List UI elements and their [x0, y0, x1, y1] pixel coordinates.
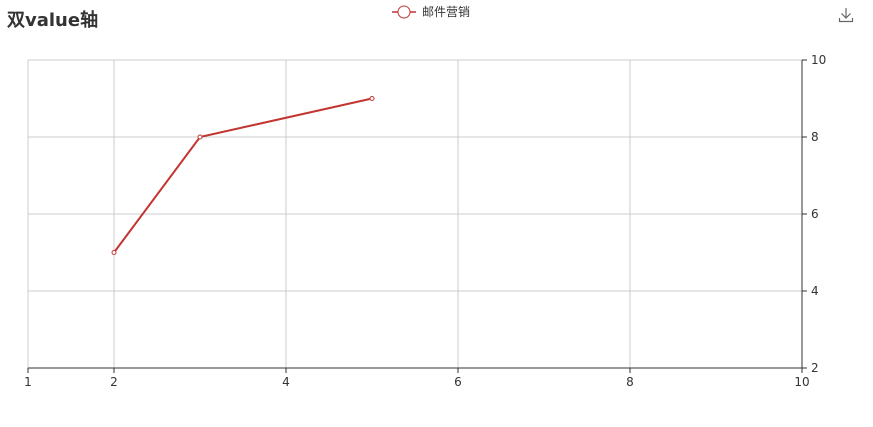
x-tick-label: 2	[110, 375, 118, 389]
x-tick-label: 10	[794, 375, 809, 389]
legend-marker	[397, 5, 411, 19]
data-point	[197, 134, 203, 140]
y-tick-label: 4	[811, 284, 819, 298]
y-tick-label: 10	[811, 53, 826, 67]
legend-label: 邮件营销	[422, 5, 470, 19]
y-tick-label: 2	[811, 361, 819, 375]
x-tick-label: 1	[24, 375, 32, 389]
x-tick-label: 4	[282, 375, 290, 389]
series-line	[113, 97, 373, 254]
data-point	[369, 96, 375, 101]
y-tick-label: 8	[811, 130, 819, 144]
x-tick-label: 6	[454, 375, 462, 389]
data-point	[111, 250, 117, 255]
chart-title: 双value轴	[7, 10, 99, 31]
x-tick-label: 8	[626, 375, 634, 389]
y-tick-label: 6	[811, 207, 819, 221]
download-icon[interactable]	[837, 6, 855, 24]
